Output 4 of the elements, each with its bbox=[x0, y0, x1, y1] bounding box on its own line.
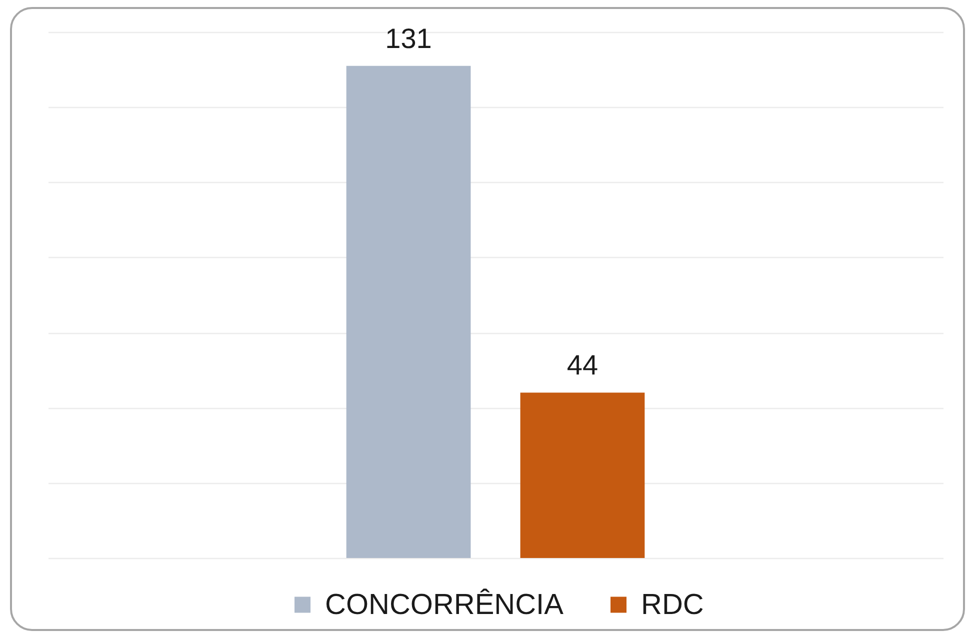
data-label: 44 bbox=[566, 350, 598, 381]
legend-label: RDC bbox=[641, 588, 704, 621]
legend-label: CONCORRÊNCIA bbox=[325, 588, 564, 621]
data-label: 131 bbox=[385, 22, 432, 54]
